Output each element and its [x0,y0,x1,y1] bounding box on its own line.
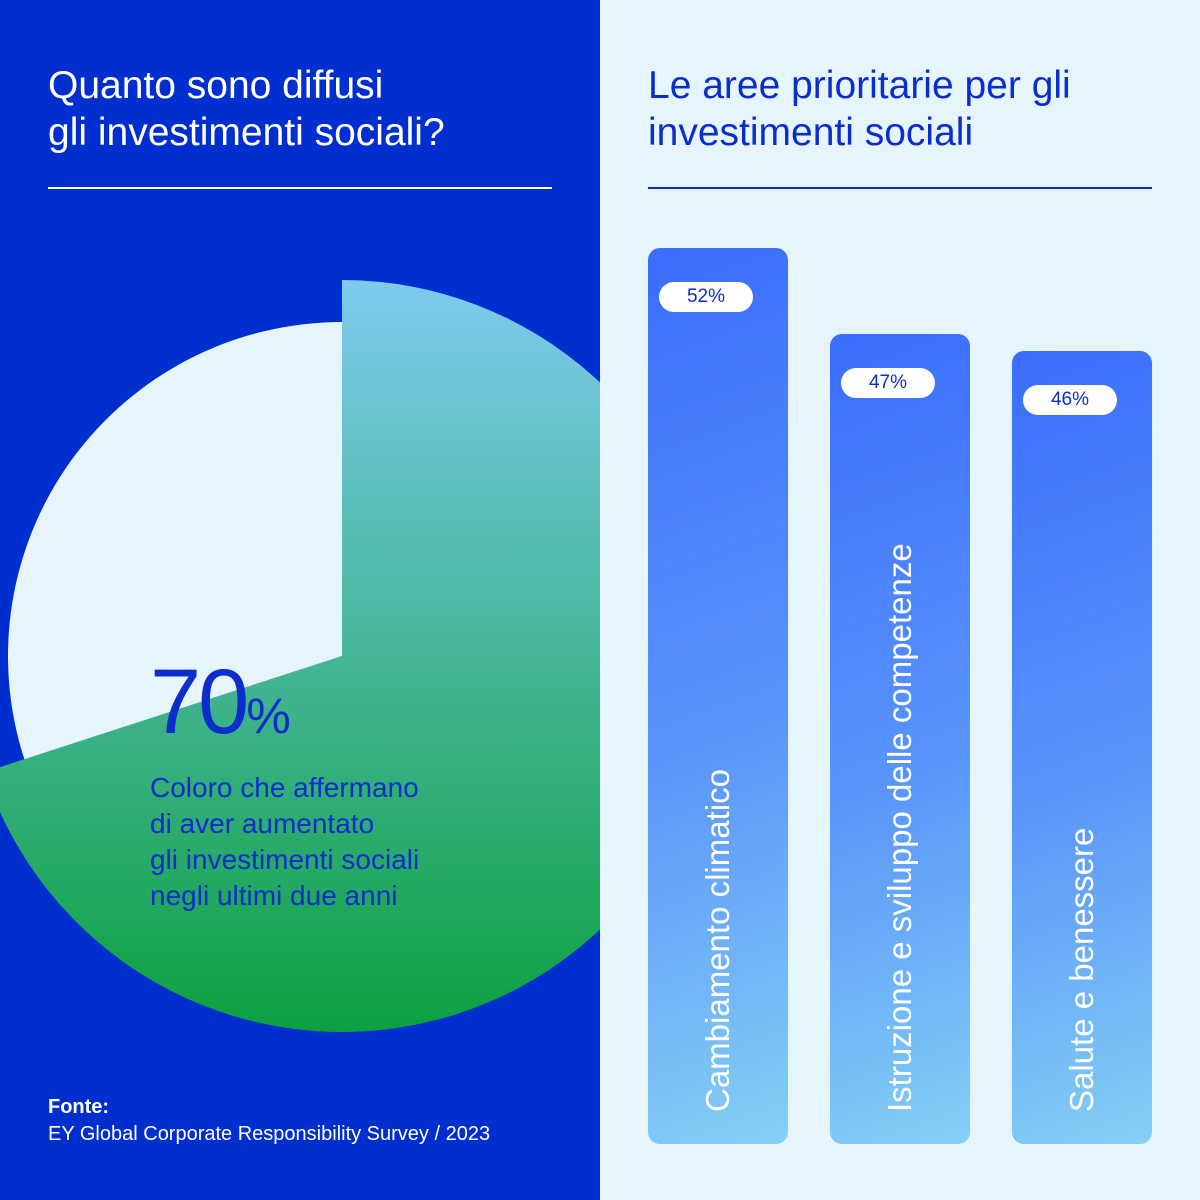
bar-cambiamento-climatico: 52% Cambiamento climatico [648,248,788,1144]
right-panel-title: Le aree prioritarie per gli investimenti… [648,62,1168,156]
right-title-line-1: Le aree prioritarie per gli [648,64,1071,107]
left-title-line-2: gli investimenti sociali? [48,111,445,154]
right-title-line-2: investimenti sociali [648,111,974,154]
left-panel: Quanto sono diffusi gli investimenti soc… [0,0,600,1200]
pie-slice-remainder [7,322,343,760]
bar-salute-benessere: 46% Salute e benessere [1012,351,1152,1144]
pie-description-line-4: negli ultimi due anni [150,880,398,911]
pie-description-line-1: Coloro che affermano [150,772,419,803]
left-panel-title: Quanto sono diffusi gli investimenti soc… [48,62,568,156]
pie-slice-main [0,280,600,1032]
source-label: Fonte: [48,1096,110,1118]
pie-percentage-sign: % [246,688,291,744]
right-title-divider [648,187,1152,189]
bar-category-label: Salute e benessere [1063,827,1100,1112]
pie-percentage-number: 70 [150,651,249,753]
pie-description-line-2: di aver aumentato [150,808,375,839]
pie-percentage-value: 70% [150,652,291,766]
bar-category-label: Istruzione e sviluppo delle competenze [881,543,918,1112]
pie-description: Coloro che affermano di aver aumentato g… [150,770,510,914]
left-title-line-1: Quanto sono diffusi [48,64,384,107]
bar-category-label: Cambiamento climatico [699,769,736,1112]
pie-description-line-3: gli investimenti sociali [150,844,420,875]
source-note: Fonte: EY Global Corporate Responsibilit… [48,1094,490,1148]
right-panel: Le aree prioritarie per gli investimenti… [600,0,1200,1200]
left-title-divider [48,187,552,189]
source-text: EY Global Corporate Responsibility Surve… [48,1123,491,1145]
bar-value-badge: 46% [1023,385,1117,416]
bar-value-badge: 47% [841,368,935,399]
bar-istruzione-competenze: 47% Istruzione e sviluppo delle competen… [830,334,970,1144]
pie-chart [0,280,600,1032]
bar-value-badge: 52% [659,282,753,313]
